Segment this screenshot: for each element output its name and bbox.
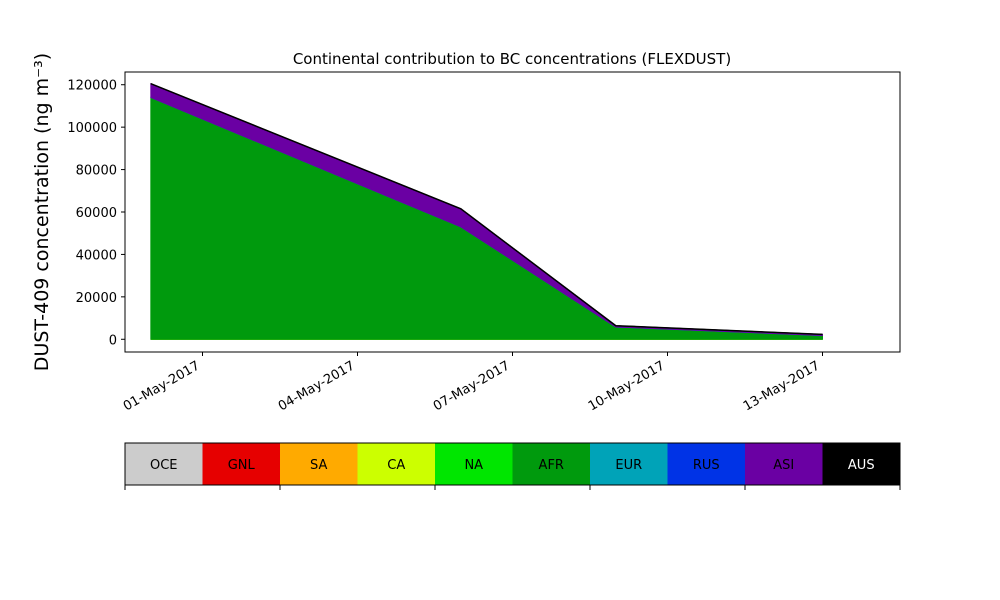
y-tick-label: 100000 bbox=[67, 121, 117, 136]
legend-label-eur: EUR bbox=[615, 458, 642, 473]
x-tick-label: 13-May-2017 bbox=[741, 358, 823, 414]
legend-label-ca: CA bbox=[387, 458, 405, 473]
x-tick-label: 04-May-2017 bbox=[276, 358, 358, 414]
y-tick-label: 20000 bbox=[76, 291, 117, 306]
legend-label-asi: ASI bbox=[773, 458, 794, 473]
legend-label-rus: RUS bbox=[693, 458, 720, 473]
legend-swatch-eur bbox=[590, 443, 668, 485]
legend-label-sa: SA bbox=[310, 458, 327, 473]
plot-frame bbox=[124, 71, 901, 353]
y-tick-label: 40000 bbox=[76, 248, 117, 263]
legend-swatch-oce bbox=[125, 443, 203, 485]
y-tick-label: 80000 bbox=[76, 164, 117, 179]
x-tick-label: 07-May-2017 bbox=[431, 358, 513, 414]
x-axis: 01-May-2017 04-May-2017 07-May-2017 10-May-… bbox=[121, 352, 823, 414]
x-tick-label: 01-May-2017 bbox=[121, 358, 203, 414]
legend-label-na: NA bbox=[464, 458, 483, 473]
legend-label-gnl: GNL bbox=[228, 458, 256, 473]
legend-frame bbox=[124, 442, 901, 486]
legend-swatch-sa bbox=[280, 443, 358, 485]
area-total-outline bbox=[150, 82, 823, 336]
y-tick-label: 0 bbox=[109, 333, 117, 348]
legend-swatch-na bbox=[435, 443, 513, 485]
chart-title: Continental contribution to BC concentra… bbox=[293, 50, 731, 68]
legend-swatch-ca bbox=[357, 443, 435, 485]
y-tick-label: 120000 bbox=[67, 79, 117, 94]
area-layers bbox=[150, 82, 823, 340]
legend: OCE GNL SA CA NA AFR EUR RUS ASI AUS bbox=[124, 442, 901, 490]
legend-swatch-gnl bbox=[202, 443, 280, 485]
x-tick-label: 10-May-2017 bbox=[586, 358, 668, 414]
legend-label-oce: OCE bbox=[150, 458, 178, 473]
legend-label-afr: AFR bbox=[539, 458, 564, 473]
legend-swatch-afr bbox=[512, 443, 590, 485]
legend-label-aus: AUS bbox=[848, 458, 875, 473]
legend-swatch-rus bbox=[667, 443, 745, 485]
y-axis: 0 20000 40000 60000 80000 100000 120000 bbox=[67, 79, 125, 348]
legend-swatch-aus bbox=[822, 443, 900, 485]
y-axis-label: DUST-409 concentration (ng m⁻³) bbox=[31, 53, 53, 371]
legend-swatch-asi bbox=[745, 443, 823, 485]
y-tick-label: 60000 bbox=[76, 206, 117, 221]
